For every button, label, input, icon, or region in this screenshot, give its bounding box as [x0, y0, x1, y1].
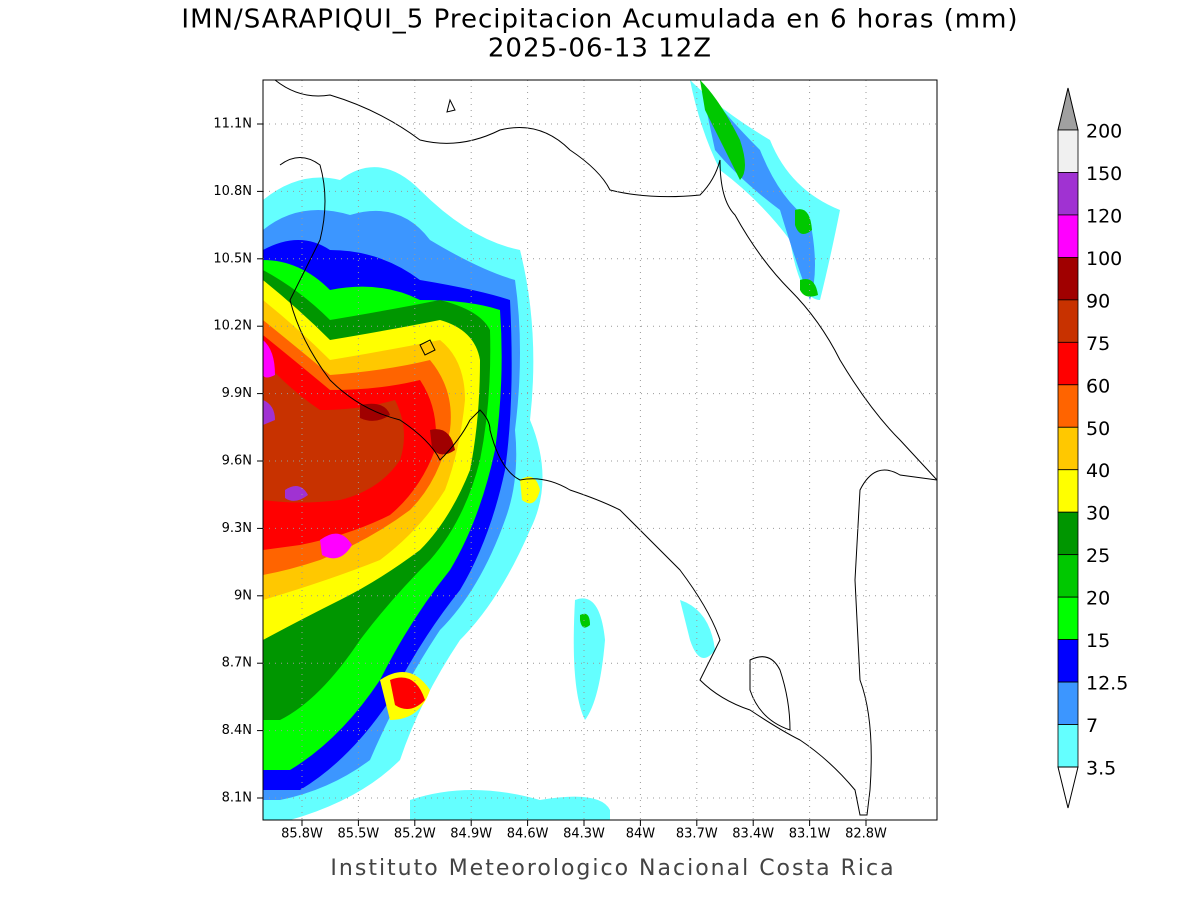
graticule: 85.8W 85.5W 85.2W 84.9W 84.6W 84.3W 84W 83.7W 83… — [213, 80, 937, 842]
coastlines — [274, 80, 937, 816]
y-tick-label: 10.5N — [213, 251, 252, 266]
y-tick-label: 10.8N — [213, 184, 252, 199]
x-tick-label: 85.5W — [337, 827, 379, 842]
colorbar-swatch — [1057, 469, 1079, 513]
colorbar-swatch — [1057, 511, 1079, 556]
colorbar-label: 50 — [1086, 418, 1110, 440]
y-tick-label: 9.3N — [222, 521, 252, 536]
x-tick-label: 84.6W — [507, 827, 549, 842]
colorbar-swatch — [1057, 172, 1079, 216]
x-tick-label: 83.1W — [789, 827, 831, 842]
colorbar-label: 40 — [1086, 460, 1110, 482]
colorbar-label: 200 — [1086, 121, 1122, 143]
colorbar-swatch — [1057, 426, 1079, 471]
colorbar-swatch — [1057, 681, 1079, 725]
y-tick-label: 9N — [234, 588, 252, 603]
colorbar-swatch — [1057, 341, 1079, 386]
colorbar-swatch — [1057, 129, 1079, 173]
x-tick-label: 82.8W — [845, 827, 887, 842]
subtitle: 2025-06-13 12Z — [488, 34, 712, 64]
x-tick-label: 83.4W — [732, 827, 774, 842]
colorbar-swatch — [1057, 384, 1079, 428]
x-tick-label: 84.9W — [450, 827, 492, 842]
colorbar-swatch — [1057, 299, 1079, 343]
y-tick-label: 8.4N — [222, 723, 252, 738]
x-tick-label: 83.7W — [676, 827, 718, 842]
colorbar-top-arrow — [1057, 87, 1079, 131]
x-tick-label: 85.8W — [281, 827, 323, 842]
map-frame — [262, 79, 938, 821]
y-tick-label: 9.9N — [222, 386, 252, 401]
colorbar-swatch — [1057, 554, 1079, 598]
y-tick-label: 10.2N — [213, 319, 252, 334]
title: IMN/SARAPIQUI_5 Precipitacion Acumulada … — [181, 5, 1018, 35]
colorbar-label: 60 — [1086, 375, 1110, 397]
colorbar-label: 3.5 — [1086, 758, 1116, 780]
colorbar-swatch — [1057, 639, 1079, 683]
y-tick-label: 8.7N — [222, 656, 252, 671]
colorbar-label: 25 — [1086, 545, 1110, 567]
colorbar-label: 150 — [1086, 163, 1122, 185]
colorbar-label: 90 — [1086, 290, 1110, 312]
colorbar-label: 12.5 — [1086, 673, 1128, 695]
colorbar-label: 15 — [1086, 630, 1110, 652]
colorbar-label: 75 — [1086, 333, 1110, 355]
colorbar-swatch — [1057, 596, 1079, 641]
colorbar: 200 150 120 100 90 75 60 50 40 30 25 20 15 12.5 7 3.5 — [1057, 87, 1128, 809]
x-tick-label: 85.2W — [394, 827, 436, 842]
colorbar-swatch — [1057, 256, 1079, 301]
x-tick-label: 84.3W — [563, 827, 605, 842]
colorbar-label: 120 — [1086, 205, 1122, 227]
y-tick-label: 11.1N — [213, 117, 252, 132]
footer-credit: Instituto Meteorologico Nacional Costa R… — [330, 856, 895, 881]
colorbar-label: 30 — [1086, 503, 1110, 525]
y-tick-label: 9.6N — [222, 454, 252, 469]
colorbar-swatch — [1057, 724, 1079, 768]
colorbar-label: 100 — [1086, 248, 1122, 270]
colorbar-label: 7 — [1086, 715, 1098, 737]
x-tick-label: 84W — [626, 827, 656, 842]
y-tick-label: 8.1N — [222, 791, 252, 806]
colorbar-bottom-arrow — [1057, 766, 1079, 809]
colorbar-label: 20 — [1086, 588, 1110, 610]
colorbar-swatch — [1057, 214, 1079, 258]
